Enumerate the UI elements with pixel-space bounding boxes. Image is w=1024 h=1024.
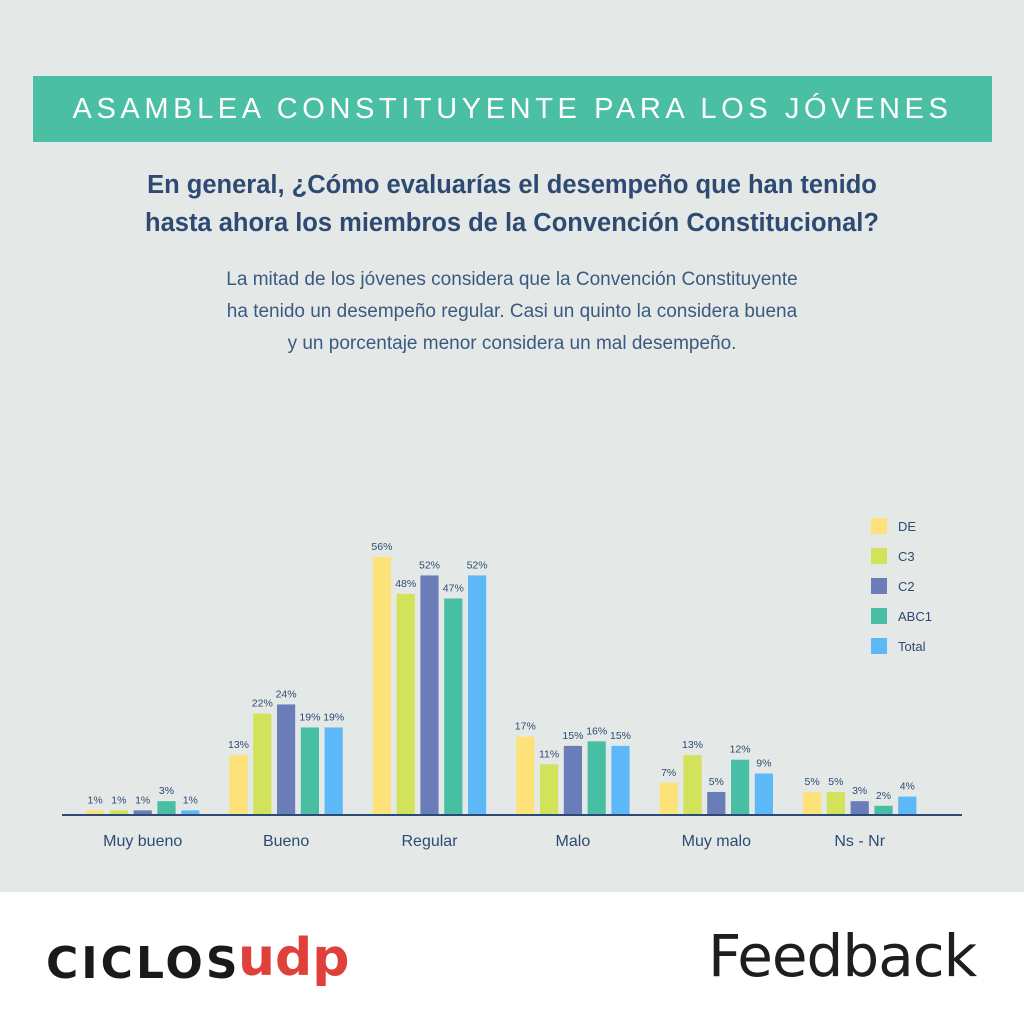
bar-ns-nr-total [898, 796, 917, 815]
bar-value-label: 13% [228, 739, 249, 751]
bar-value-label: 22% [252, 698, 273, 710]
bar-ns-nr-abc1 [874, 805, 893, 815]
legend-label-c2: C2 [898, 579, 915, 594]
bar-muy-bueno-de [86, 810, 105, 815]
bar-malo-c2 [563, 745, 582, 815]
legend-swatch-de [871, 518, 887, 534]
bar-ns-nr-de [803, 791, 822, 815]
chart-subtitle: La mitad de los jóvenes considera que la… [60, 264, 964, 360]
bar-value-label: 17% [515, 721, 536, 733]
feedback-logo: Feedback [708, 922, 977, 990]
bar-value-label: 15% [610, 730, 631, 742]
bar-bueno-abc1 [300, 727, 319, 815]
legend-label-abc1: ABC1 [898, 609, 932, 624]
bar-regular-de [372, 557, 391, 815]
bar-value-label: 5% [805, 776, 820, 788]
bar-muy-malo-total [754, 773, 773, 815]
bar-value-label: 16% [586, 725, 607, 737]
bar-value-label: 11% [539, 748, 559, 760]
question-line-1: En general, ¿Cómo evaluarías el desempeñ… [147, 171, 877, 199]
bar-ns-nr-c2 [850, 801, 869, 815]
bar-value-label: 3% [852, 785, 867, 797]
ciclos-logo: CICLOS [46, 938, 241, 989]
bar-bueno-c2 [277, 704, 296, 815]
bar-value-label: 24% [276, 688, 297, 700]
legend-swatch-total [871, 638, 887, 654]
banner-title: ASAMBLEA CONSTITUYENTE PARA LOS JÓVENES [72, 92, 953, 125]
bar-muy-malo-de [659, 782, 678, 815]
bar-value-label: 4% [900, 781, 915, 793]
bar-value-label: 1% [135, 794, 150, 806]
bar-bueno-c3 [253, 713, 272, 815]
bar-malo-abc1 [587, 741, 606, 815]
bar-bueno-de [229, 755, 248, 815]
bar-value-label: 1% [111, 794, 126, 806]
bar-muy-bueno-abc1 [157, 801, 176, 815]
category-label: Malo [556, 833, 591, 850]
bar-value-label: 9% [756, 758, 771, 770]
bar-value-label: 52% [467, 559, 488, 571]
subtitle-line-3: y un porcentaje menor considera un mal d… [287, 333, 737, 354]
bar-value-label: 3% [159, 785, 174, 797]
bar-muy-malo-abc1 [731, 759, 750, 815]
bar-value-label: 56% [371, 541, 392, 553]
legend-swatch-c2 [871, 578, 887, 594]
bar-regular-total [468, 575, 487, 815]
bar-value-label: 52% [419, 559, 440, 571]
question-title: En general, ¿Cómo evaluarías el desempeñ… [40, 166, 984, 242]
bar-regular-c3 [396, 593, 415, 815]
bar-muy-malo-c3 [683, 755, 702, 815]
category-label: Regular [401, 833, 458, 850]
bar-value-label: 13% [682, 739, 703, 751]
bar-value-label: 5% [709, 776, 724, 788]
bar-malo-de [516, 736, 535, 815]
bar-value-label: 19% [323, 711, 344, 723]
bar-value-label: 1% [88, 794, 103, 806]
bar-malo-c3 [540, 764, 559, 815]
udp-logo: udp [238, 928, 350, 988]
header-banner: ASAMBLEA CONSTITUYENTE PARA LOS JÓVENES [33, 76, 992, 142]
bar-value-label: 2% [876, 790, 891, 802]
legend-label-total: Total [898, 639, 926, 654]
bar-ns-nr-c3 [826, 791, 845, 815]
bar-muy-bueno-c2 [133, 810, 152, 815]
category-label: Bueno [263, 833, 309, 850]
bar-value-label: 7% [661, 767, 676, 779]
bar-regular-abc1 [444, 598, 463, 815]
bar-muy-bueno-total [181, 810, 200, 815]
subtitle-line-2: ha tenido un desempeño regular. Casi un … [226, 301, 798, 322]
bar-muy-malo-c2 [707, 791, 726, 815]
bar-value-label: 12% [730, 744, 751, 756]
bar-value-label: 1% [183, 794, 198, 806]
bar-regular-c2 [420, 575, 439, 815]
legend-swatch-c3 [871, 548, 887, 564]
legend-swatch-abc1 [871, 608, 887, 624]
legend-label-de: DE [898, 519, 916, 534]
legend-label-c3: C3 [898, 549, 915, 564]
footer [0, 892, 1024, 1024]
bar-malo-total [611, 745, 630, 815]
bar-value-label: 48% [395, 578, 416, 590]
category-label: Muy bueno [103, 833, 182, 850]
bar-value-label: 47% [443, 582, 464, 594]
bar-muy-bueno-c3 [109, 810, 128, 815]
subtitle-line-1: La mitad de los jóvenes considera que la… [226, 269, 798, 290]
bar-value-label: 19% [299, 711, 320, 723]
category-label: Ns - Nr [834, 833, 885, 850]
bar-value-label: 15% [562, 730, 583, 742]
category-label: Muy malo [682, 833, 751, 850]
bar-bueno-total [324, 727, 343, 815]
bar-value-label: 5% [828, 776, 843, 788]
question-line-2: hasta ahora los miembros de la Convenció… [145, 209, 879, 237]
